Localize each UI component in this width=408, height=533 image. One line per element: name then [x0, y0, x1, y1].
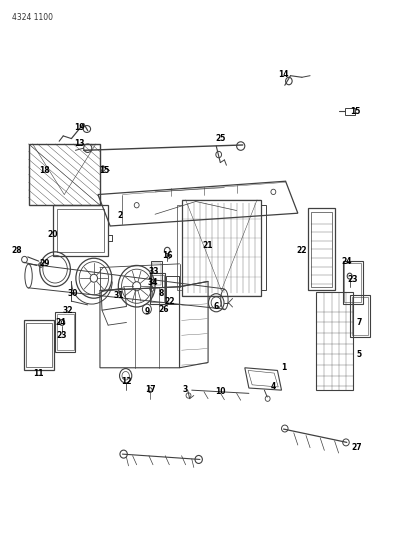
Text: 18: 18 — [40, 166, 50, 175]
Text: 13: 13 — [74, 140, 85, 148]
Text: 21: 21 — [203, 241, 213, 249]
Text: 27: 27 — [352, 443, 362, 452]
Bar — [57, 209, 104, 252]
Text: 1: 1 — [281, 364, 286, 372]
Text: 23: 23 — [56, 332, 67, 340]
Bar — [53, 205, 108, 256]
Text: 5: 5 — [357, 350, 361, 359]
Text: 15: 15 — [99, 166, 109, 175]
Text: 34: 34 — [148, 278, 158, 287]
Text: 8: 8 — [158, 289, 164, 297]
Text: 7: 7 — [356, 318, 362, 327]
Text: 15: 15 — [350, 108, 360, 116]
Text: 14: 14 — [278, 70, 289, 79]
Bar — [24, 320, 54, 370]
Text: 9: 9 — [144, 308, 149, 316]
Bar — [344, 263, 361, 302]
Text: 4324 1100: 4324 1100 — [12, 13, 53, 22]
Bar — [261, 205, 266, 290]
Bar — [350, 295, 370, 337]
Bar — [182, 200, 261, 296]
Text: 25: 25 — [215, 134, 226, 143]
Bar — [311, 212, 332, 287]
Text: 26: 26 — [158, 305, 169, 313]
Bar — [150, 273, 165, 304]
Bar — [55, 312, 75, 352]
Text: 10: 10 — [215, 387, 226, 396]
Text: 22: 22 — [164, 297, 175, 305]
Text: 19: 19 — [74, 124, 85, 132]
Bar — [57, 314, 74, 350]
Text: 3: 3 — [183, 385, 188, 393]
Text: 24: 24 — [341, 257, 352, 265]
Bar — [29, 144, 100, 205]
Text: 6: 6 — [214, 302, 219, 311]
Text: 32: 32 — [62, 306, 73, 314]
Text: 23: 23 — [348, 276, 358, 284]
Text: 33: 33 — [149, 268, 159, 276]
Text: 22: 22 — [297, 246, 307, 255]
Bar — [345, 108, 355, 115]
Bar — [166, 276, 179, 304]
Text: 4: 4 — [271, 382, 276, 391]
Text: 29: 29 — [40, 260, 50, 268]
Bar — [177, 205, 182, 290]
Text: 20: 20 — [48, 230, 58, 239]
Text: 17: 17 — [146, 385, 156, 393]
Text: 12: 12 — [121, 377, 132, 385]
Text: 16: 16 — [162, 252, 173, 260]
Text: 2: 2 — [118, 212, 123, 220]
Text: 30: 30 — [67, 289, 78, 297]
Text: 31: 31 — [113, 292, 124, 300]
Bar — [26, 323, 52, 367]
Text: 28: 28 — [11, 246, 22, 255]
Bar — [308, 208, 335, 290]
Bar — [151, 261, 162, 287]
Bar — [343, 261, 363, 304]
Bar — [151, 275, 164, 302]
Text: 11: 11 — [33, 369, 44, 377]
Bar — [316, 292, 353, 390]
Text: 24: 24 — [55, 318, 66, 327]
Bar — [352, 297, 368, 335]
Bar — [152, 263, 161, 285]
